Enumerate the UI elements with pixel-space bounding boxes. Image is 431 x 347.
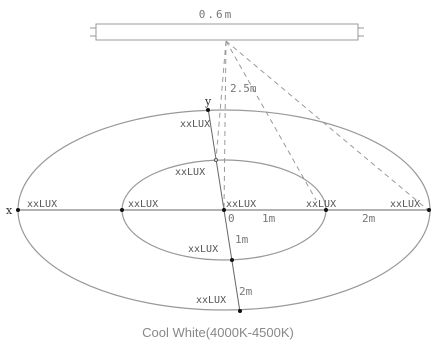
distance-1m-x: 1m	[262, 212, 276, 225]
lux-label-outer-right: xxLUX	[390, 199, 420, 210]
point-inner-bottom	[230, 258, 234, 262]
x-axis-label: x	[6, 204, 13, 217]
lux-label-outer-left: xxLUX	[27, 199, 57, 210]
beam-line-axis	[215, 40, 227, 161]
height-label: 2.5m	[230, 82, 257, 95]
point-center	[222, 208, 226, 212]
fixture-tube	[95, 23, 359, 41]
point-outer-bottom	[238, 309, 242, 313]
point-outer-right	[427, 208, 431, 212]
beam-line-outer-right	[225, 40, 429, 211]
beam-line-vertical	[223, 40, 227, 211]
lux-label-inner-right: xxLUX	[306, 199, 336, 210]
point-inner-top	[214, 158, 218, 162]
measurement-points	[16, 108, 431, 313]
point-outer-left	[16, 208, 20, 212]
lux-label-inner-top: xxLUX	[175, 167, 205, 178]
color-temperature-caption: Cool White(4000K-4500K)	[142, 325, 294, 340]
lux-label-inner-left: xxLUX	[128, 199, 158, 210]
point-inner-left	[120, 208, 124, 212]
lux-label-outer-top: xxLUX	[180, 119, 210, 130]
fixture-width-label: 0.6m	[199, 8, 234, 21]
distance-1m-y: 1m	[235, 233, 249, 246]
distance-2m-x: 2m	[362, 212, 376, 225]
beam-line-inner-right	[225, 40, 317, 201]
distance-2m-y: 2m	[239, 285, 253, 298]
point-outer-top	[206, 108, 210, 112]
lux-label-inner-bottom: xxLUX	[188, 244, 218, 255]
lux-label-center: xxLUX	[226, 199, 256, 210]
origin-label: 0	[228, 212, 235, 225]
light-fixture: 0.6m	[90, 8, 364, 41]
lux-label-outer-bottom: xxLUX	[196, 295, 226, 306]
point-inner-right	[324, 208, 328, 212]
y-axis-label: y	[204, 95, 212, 108]
beam-lines	[215, 40, 429, 211]
